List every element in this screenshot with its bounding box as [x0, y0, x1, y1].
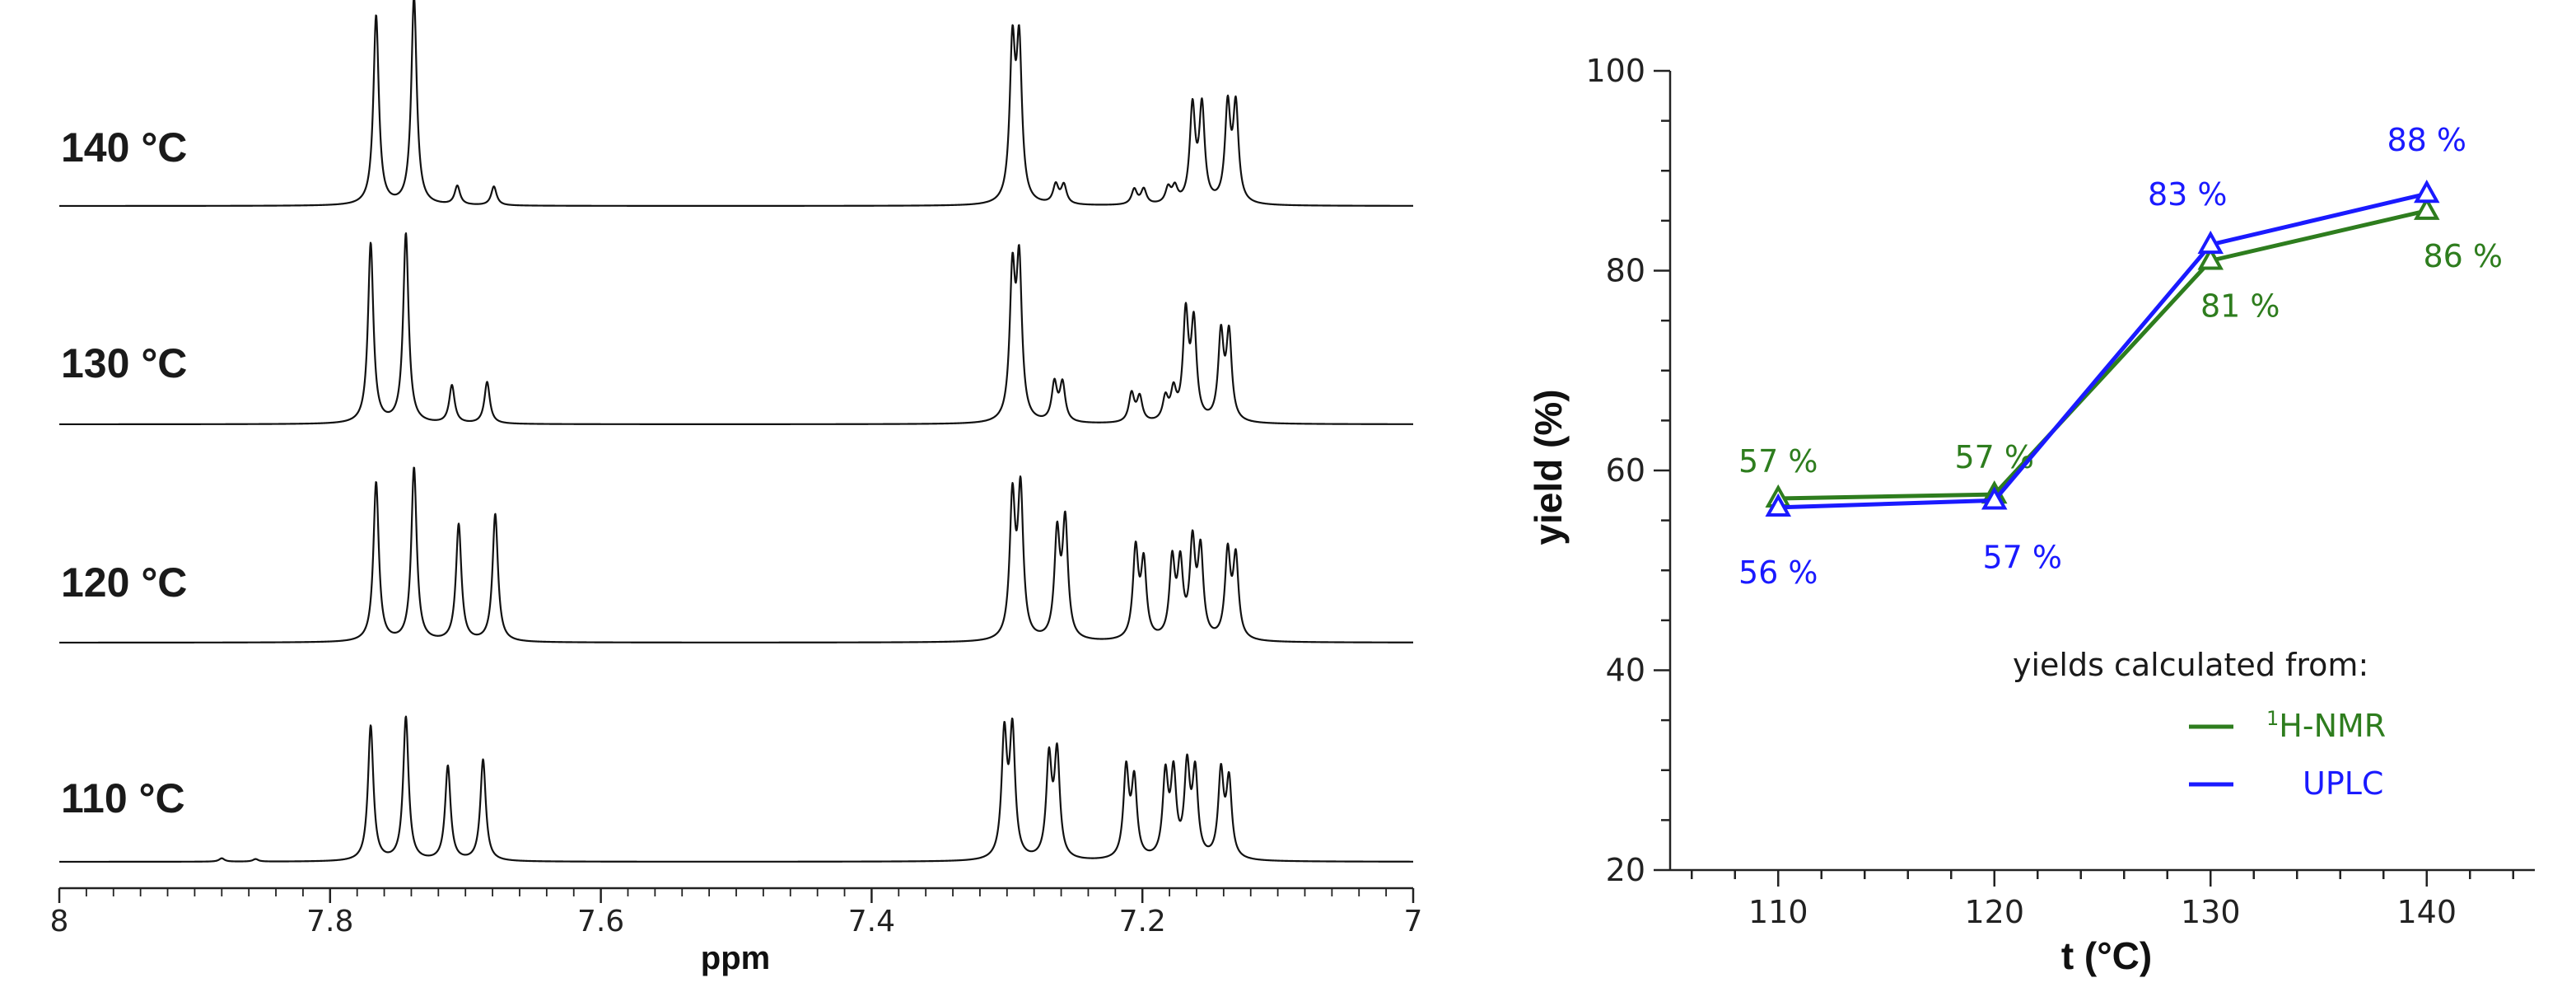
data-label-nmr: 57 %: [1738, 443, 1818, 480]
yield-y-axis-title: yield (%): [1527, 389, 1570, 545]
nmr-ticks: [58, 888, 1415, 903]
nmr-label-140: 140 °C: [61, 124, 187, 171]
legend-label-nmr-text: H-NMR: [2279, 708, 2386, 744]
yield-x-ticks: 110 120 130 140: [1691, 870, 2514, 930]
nmr-x-axis: 8 7.8 7.6 7.4 7.2 7 ppm: [50, 887, 1423, 976]
yield-y-ticks: 20 40 60 80 100: [1585, 53, 1670, 888]
yield-y-tick-label: 100: [1585, 53, 1645, 89]
nmr-label-110: 110 °C: [61, 775, 185, 821]
data-label-uplc: 88 %: [2387, 122, 2466, 158]
series-line-uplc: [1778, 191, 2428, 510]
series-line-nmr: [1778, 208, 2428, 501]
yield-axes: 20 40 60 80 100 110 120 130 140 yield (%) t (°C…: [1527, 53, 2535, 977]
series-marker-nmr: [2197, 246, 2224, 270]
nmr-trace-140: [58, 0, 1414, 208]
series-marker-nmr: [2413, 196, 2440, 220]
data-label-uplc: 83 %: [2148, 176, 2228, 213]
series-marker-uplc: [1765, 493, 1792, 517]
yield-chart-panel: 20 40 60 80 100 110 120 130 140 yield (%) t (°C…: [1527, 53, 2535, 977]
yield-x-tick-label: 140: [2396, 894, 2457, 930]
nmr-tick-label: 7.8: [306, 905, 353, 938]
legend-label-uplc: UPLC: [2303, 765, 2383, 802]
nmr-tick-label: 8: [50, 905, 69, 938]
data-label-uplc: 57 %: [1982, 539, 2062, 575]
legend-title: yields calculated from:: [2013, 647, 2368, 683]
nmr-label-120: 120 °C: [61, 559, 187, 606]
series-marker-uplc: [2413, 180, 2440, 204]
nmr-tick-label: 7.6: [577, 905, 624, 938]
nmr-trace-130: [58, 232, 1414, 426]
data-label-nmr: 86 %: [2423, 238, 2503, 274]
series-marker-uplc: [2197, 230, 2224, 255]
yield-legend: yields calculated from: 1H-NMR UPLC: [2013, 647, 2386, 802]
yield-y-tick-label: 20: [1606, 852, 1645, 888]
data-label-nmr: 81 %: [2200, 288, 2280, 324]
nmr-trace-110: [58, 715, 1414, 863]
nmr-axis-title: ppm: [701, 940, 770, 976]
nmr-tick-label: 7.4: [848, 905, 895, 938]
yield-y-tick-label: 80: [1606, 253, 1645, 289]
nmr-tick-label: 7.2: [1119, 905, 1166, 938]
nmr-traces: [58, 0, 1414, 863]
yield-x-tick-label: 110: [1748, 894, 1808, 930]
yield-y-tick-label: 60: [1606, 452, 1645, 489]
nmr-tick-label: 7: [1404, 905, 1423, 938]
nmr-label-130: 130 °C: [61, 340, 187, 386]
nmr-trace-120: [58, 466, 1414, 644]
legend-label-nmr-superscript: 1: [2266, 707, 2279, 730]
yield-series: 57 % 57 %81 %86 %56 % 57 %83 %88 %: [1738, 122, 2503, 591]
series-marker-uplc: [1981, 486, 2008, 510]
yield-x-axis-title: t (°C): [2061, 934, 2152, 977]
nmr-spectra-panel: 140 °C 130 °C 120 °C 110 °C 8 7.8 7.6 7.4 7.…: [50, 0, 1423, 976]
legend-label-nmr: 1H-NMR: [2266, 707, 2386, 744]
nmr-tick-labels: 8 7.8 7.6 7.4 7.2 7: [50, 905, 1423, 938]
yield-x-tick-label: 120: [1964, 894, 2024, 930]
data-label-uplc: 56 %: [1738, 554, 1818, 591]
yield-x-tick-label: 130: [2181, 894, 2241, 930]
yield-y-tick-label: 40: [1606, 653, 1645, 689]
nmr-temperature-labels: 140 °C 130 °C 120 °C 110 °C: [61, 124, 187, 821]
